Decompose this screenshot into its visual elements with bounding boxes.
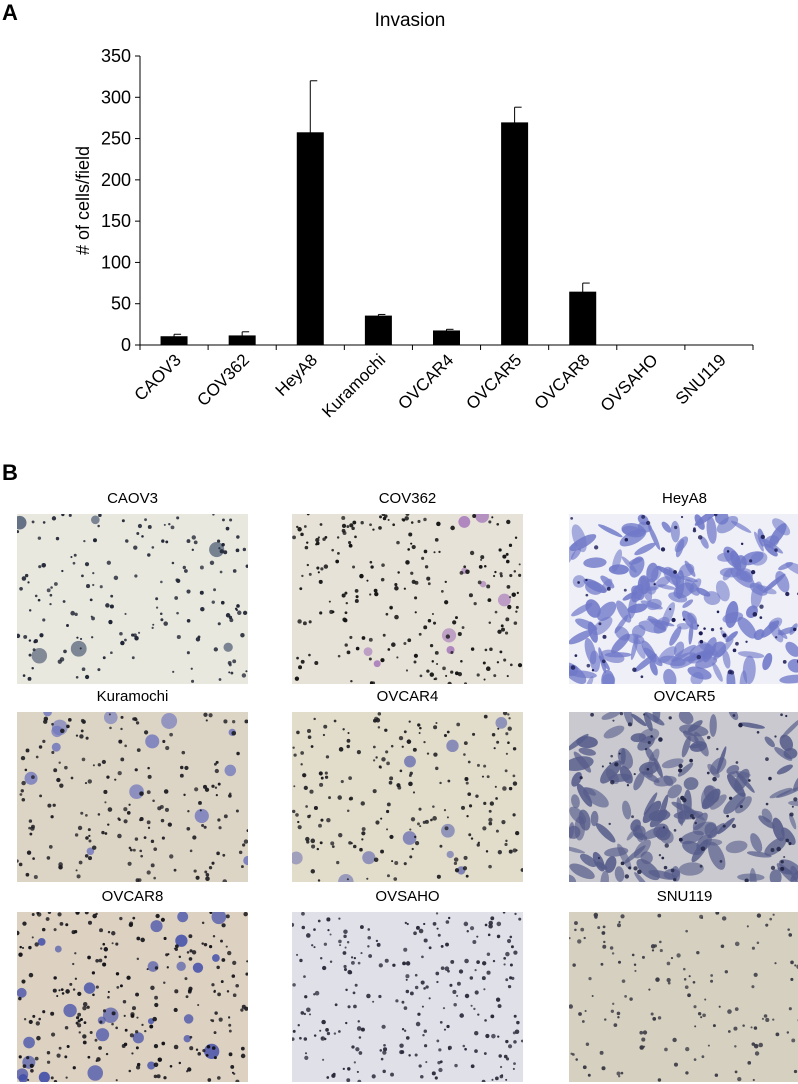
- y-tick-label: 0: [121, 335, 131, 355]
- micrograph-title: OVCAR5: [653, 688, 716, 705]
- bar: [296, 132, 324, 346]
- bar: [433, 330, 460, 346]
- micrograph-image: [569, 712, 798, 882]
- y-tick-label: 100: [101, 252, 131, 272]
- micrograph-image: [17, 514, 248, 684]
- micrograph-image: [569, 514, 798, 684]
- x-tick-label: OVCAR5: [463, 350, 526, 413]
- micrograph-image: [292, 712, 523, 882]
- panel-a-label: A: [2, 0, 18, 25]
- micrograph-title: Kuramochi: [96, 688, 169, 705]
- x-tick-label: SNU119: [672, 350, 730, 408]
- micrograph-title: OVSAHO: [375, 888, 440, 905]
- micrograph-image: [569, 912, 798, 1082]
- y-tick-label: 350: [101, 46, 131, 66]
- y-tick-label: 150: [101, 211, 131, 231]
- x-tick-label: Kuramochi: [318, 350, 389, 421]
- bar: [569, 291, 597, 346]
- micrograph-image: [17, 912, 248, 1082]
- y-tick-label: 250: [101, 129, 131, 149]
- bar: [501, 122, 529, 346]
- y-tick-label: 200: [101, 170, 131, 190]
- micrograph-title: CAOV3: [107, 490, 158, 507]
- bar: [364, 315, 392, 346]
- x-tick-label: OVCAR4: [394, 350, 457, 413]
- micrograph-image: [292, 912, 523, 1082]
- micrograph-image: [17, 712, 248, 882]
- x-tick-label: CAOV3: [131, 350, 185, 404]
- x-tick-label: OVSAHO: [597, 350, 662, 415]
- bar: [160, 336, 188, 346]
- x-tick-label: COV362: [193, 350, 253, 410]
- x-tick-label: OVCAR8: [531, 350, 594, 413]
- micrograph-title: OVCAR4: [376, 688, 439, 705]
- micrograph-title: OVCAR8: [101, 888, 164, 905]
- x-tick-label: HeyA8: [272, 350, 322, 400]
- invasion-bar-chart: Invasion # of cells/field 0 50 100 150 200 250 3…: [73, 10, 754, 421]
- panel-b-label: B: [2, 460, 18, 485]
- y-tick-label: 300: [101, 87, 131, 107]
- chart-title: Invasion: [375, 10, 446, 31]
- bar: [228, 335, 256, 346]
- micrograph-image: [292, 514, 523, 684]
- y-axis-label: # of cells/field: [73, 146, 93, 255]
- micrograph-title: HeyA8: [661, 490, 708, 507]
- micrograph-title: COV362: [378, 490, 437, 507]
- y-tick-label: 50: [111, 294, 131, 314]
- micrograph-title: SNU119: [656, 888, 713, 905]
